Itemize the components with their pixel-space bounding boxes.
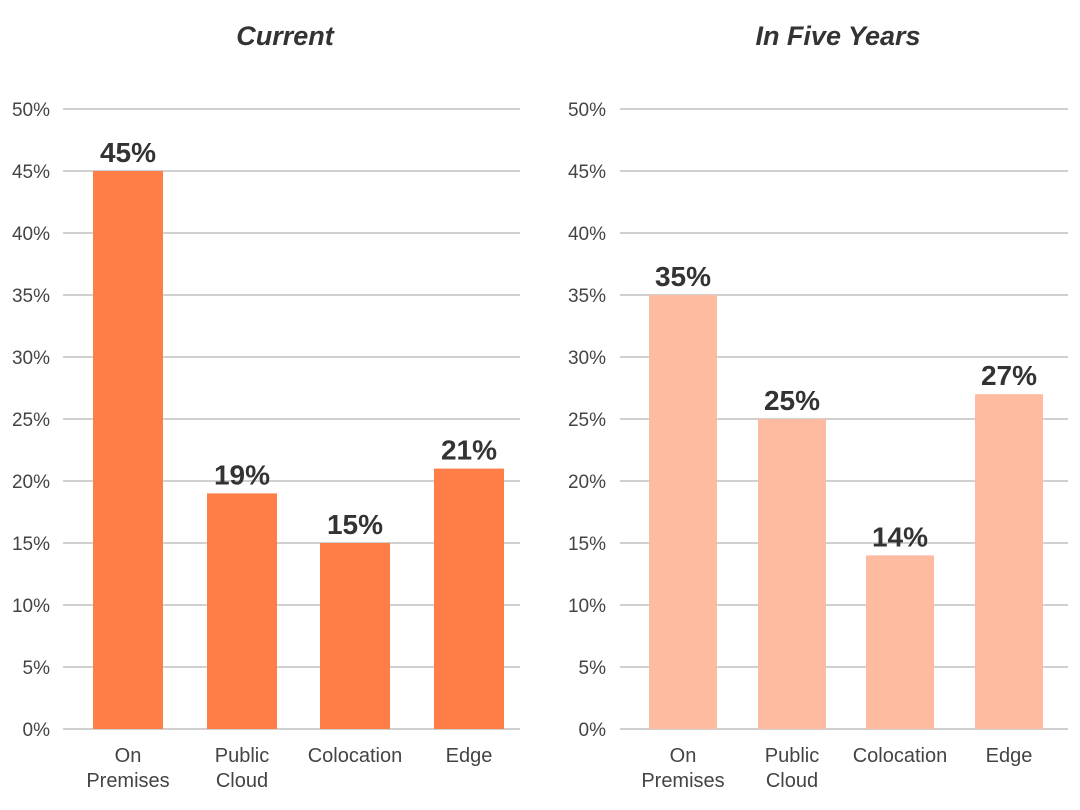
y-tick-label: 45% <box>12 162 50 183</box>
x-category-label: Cloud <box>216 770 268 792</box>
bar <box>434 468 504 729</box>
x-category-label: Colocation <box>308 745 403 767</box>
x-category-label: Public <box>765 745 819 767</box>
y-tick-label: 0% <box>23 720 51 741</box>
y-tick-label: 40% <box>12 224 50 245</box>
data-label: 19% <box>214 459 270 490</box>
bar <box>320 543 390 729</box>
data-label: 25% <box>764 385 820 416</box>
bar <box>649 295 717 729</box>
y-tick-label: 10% <box>12 596 50 617</box>
chart-panel-1: In Five Years 0% 5% 10% 15% 20% 25% 30% 35% 40% 45… <box>568 21 1068 792</box>
x-category-label: Public <box>215 745 269 767</box>
y-tick-label: 20% <box>12 472 50 493</box>
y-tick-label: 5% <box>23 658 51 679</box>
y-tick-label: 5% <box>579 658 607 679</box>
y-tick-label: 10% <box>568 596 606 617</box>
y-tick-label: 0% <box>579 720 607 741</box>
data-label: 15% <box>327 509 383 540</box>
x-category-label: Premises <box>641 770 724 792</box>
y-tick-label: 50% <box>12 100 50 121</box>
y-tick-label: 35% <box>12 286 50 307</box>
bar <box>866 555 934 729</box>
data-label: 14% <box>872 521 928 552</box>
data-label: 45% <box>100 137 156 168</box>
data-label: 35% <box>655 261 711 292</box>
y-tick-label: 35% <box>568 286 606 307</box>
x-category-label: On <box>115 745 142 767</box>
y-tick-label: 25% <box>568 410 606 431</box>
y-tick-label: 50% <box>568 100 606 121</box>
y-tick-label: 15% <box>568 534 606 555</box>
x-category-label: Premises <box>86 770 169 792</box>
y-tick-label: 45% <box>568 162 606 183</box>
bar <box>758 419 826 729</box>
chart-panel-0: Current 0% 5% 10% 15% 20% 25% 30% 35% 40% 45% 50% 45… <box>12 21 520 792</box>
data-label: 27% <box>981 360 1037 391</box>
bar <box>975 394 1043 729</box>
chart-title: Current <box>236 21 335 51</box>
y-tick-label: 30% <box>12 348 50 369</box>
y-tick-label: 25% <box>12 410 50 431</box>
x-category-label: Colocation <box>853 745 948 767</box>
bar <box>93 171 163 729</box>
data-label: 21% <box>441 435 497 466</box>
y-tick-label: 30% <box>568 348 606 369</box>
x-category-label: Edge <box>986 745 1033 767</box>
y-tick-label: 40% <box>568 224 606 245</box>
bar <box>207 493 277 729</box>
chart-title: In Five Years <box>755 21 920 51</box>
y-tick-label: 15% <box>12 534 50 555</box>
x-category-label: Edge <box>446 745 493 767</box>
x-category-label: On <box>670 745 697 767</box>
y-tick-label: 20% <box>568 472 606 493</box>
x-category-label: Cloud <box>766 770 818 792</box>
